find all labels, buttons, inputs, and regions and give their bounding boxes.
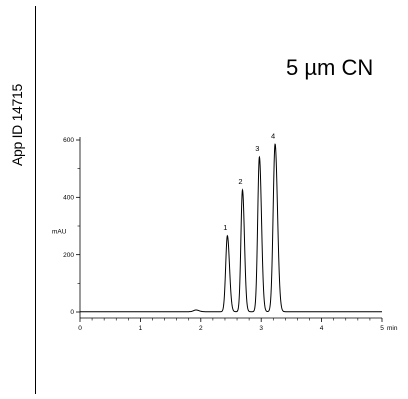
y-tick-label: 600 bbox=[63, 137, 74, 144]
x-tick-label: 4 bbox=[320, 325, 324, 332]
x-tick-label: 1 bbox=[139, 325, 143, 332]
peak-label: 4 bbox=[271, 131, 275, 140]
chart-ticks bbox=[76, 139, 383, 322]
x-axis-label: min bbox=[387, 325, 398, 332]
y-axis-label: mAU bbox=[52, 229, 67, 236]
chart-labels: 0 200 400 600 mAU 0 1 2 3 4 5 min bbox=[52, 137, 398, 332]
y-tick-label: 0 bbox=[70, 309, 74, 316]
x-tick-label: 2 bbox=[199, 325, 203, 332]
peak-label: 3 bbox=[255, 144, 259, 153]
x-tick-label: 0 bbox=[78, 325, 82, 332]
frame-divider-line bbox=[35, 6, 36, 394]
peak-labels: 1 2 3 4 bbox=[223, 131, 275, 232]
x-tick-label: 5 bbox=[380, 325, 384, 332]
x-tick-label: 3 bbox=[259, 325, 263, 332]
chart-title: 5 µm CN bbox=[286, 55, 374, 80]
chart-axes bbox=[79, 137, 382, 319]
chromatogram-trace bbox=[80, 143, 382, 313]
peak-label: 2 bbox=[238, 177, 242, 186]
peak-label: 1 bbox=[223, 223, 227, 232]
y-tick-label: 200 bbox=[63, 252, 74, 259]
y-tick-label: 400 bbox=[63, 195, 74, 202]
